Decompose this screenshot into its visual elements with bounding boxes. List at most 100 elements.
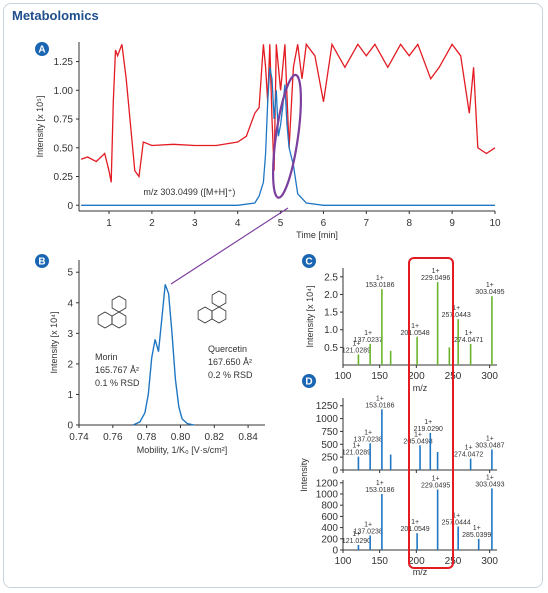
d-bottom-peak-label: 229.0495 bbox=[421, 483, 450, 490]
b-ytick-label: 0 bbox=[67, 421, 73, 432]
page-title: Metabolomics bbox=[12, 8, 99, 23]
panel-a: A 0 0.25 0.50 0.75 1.00 1.25 1 2 3 4 5 6 7 8 9 10 Time [m… bbox=[35, 42, 501, 240]
d-bottom-peak-label: 153.0186 bbox=[365, 487, 394, 494]
a-highlight-ellipse bbox=[272, 73, 302, 199]
d-top-ytick-label: 1250 bbox=[316, 401, 339, 412]
d-bottom-peak-label: 303.0493 bbox=[475, 481, 504, 488]
d-bottom-ytick-label: 800 bbox=[321, 501, 338, 512]
c-peak-charge: 1+ bbox=[465, 330, 473, 337]
d-bottom-ytick-label: 0 bbox=[332, 546, 338, 557]
b-xtick-label: 0.80 bbox=[171, 432, 191, 443]
d-top-peak-label: 303.0487 bbox=[475, 442, 504, 449]
c-peak-label: 153.0186 bbox=[365, 282, 394, 289]
d-top-peak-label: 219.0290 bbox=[414, 426, 443, 433]
a-xtick-label: 9 bbox=[449, 218, 455, 229]
quercetin-name: Quercetin bbox=[208, 344, 247, 354]
c-xtick-label: 150 bbox=[371, 371, 388, 382]
d-xlabel: m/z bbox=[413, 567, 428, 577]
a-xtick-label: 7 bbox=[364, 218, 370, 229]
d-bottom-xtick-label: 150 bbox=[371, 556, 388, 567]
b-xtick-label: 0.82 bbox=[205, 432, 225, 443]
highlight-overlay bbox=[170, 207, 454, 569]
d-bottom-peak-label: 121.0290 bbox=[342, 538, 371, 545]
c-peak-charge: 1+ bbox=[452, 305, 460, 312]
b-series-blue-line bbox=[132, 284, 195, 426]
panel-b: B 0 1 2 3 4 5 0.74 0.76 0.78 0.80 0.82 0.84 Mobility,… bbox=[35, 254, 265, 455]
d-top-ytick-label: 250 bbox=[321, 453, 338, 464]
morin-name: Morin bbox=[95, 352, 118, 362]
d-top-peak-charge: 1+ bbox=[352, 443, 360, 450]
badge-b-circle bbox=[35, 254, 49, 268]
d-top-peak-label: 121.0289 bbox=[342, 450, 371, 457]
c-xtick-label: 200 bbox=[408, 371, 425, 382]
c-xtick-label: 100 bbox=[335, 371, 352, 382]
a-xlabel: Time [min] bbox=[296, 230, 338, 240]
d-bottom-peak-label: 257.0444 bbox=[442, 519, 471, 526]
c-peak-charge: 1+ bbox=[411, 323, 419, 330]
morin-structure-ring-a bbox=[97, 311, 113, 329]
c-peak-label: 201.0548 bbox=[401, 330, 430, 337]
c-peak-label: 303.0495 bbox=[475, 289, 504, 296]
d-bottom-peak-label: 137.0238 bbox=[354, 528, 383, 535]
d-top-peak-label: 205.0498 bbox=[403, 438, 432, 445]
d-bottom-ytick-label: 200 bbox=[321, 534, 338, 545]
b-ytick-label: 5 bbox=[67, 268, 73, 279]
badge-b-letter: B bbox=[38, 257, 45, 268]
d-bottom-peak-charge: 1+ bbox=[364, 521, 372, 528]
b-ylabel: Intensity [x 10⁴] bbox=[49, 312, 59, 374]
d-top-peak-label: 137.0238 bbox=[354, 436, 383, 443]
d-bottom-peak-label: 285.0399 bbox=[462, 532, 491, 539]
c-peak-label: 229.0496 bbox=[421, 275, 450, 282]
c-peak-label: 274.0471 bbox=[454, 337, 483, 344]
d-ylabel: Intensity bbox=[299, 458, 309, 492]
b-xlabel: Mobility, 1/K₀ [V·s/cm²] bbox=[137, 445, 228, 455]
c-peak-charge: 1+ bbox=[352, 340, 360, 347]
b-ytick-label: 4 bbox=[67, 298, 73, 309]
a-xtick-label: 2 bbox=[149, 218, 155, 229]
d-top-peak-charge: 1+ bbox=[486, 435, 494, 442]
a-xtick-label: 4 bbox=[235, 218, 241, 229]
d-bottom-ytick-label: 600 bbox=[321, 512, 338, 523]
badge-a-circle bbox=[35, 42, 49, 56]
d-top-peak-charge: 1+ bbox=[465, 445, 473, 452]
d-top-peak-charge: 1+ bbox=[376, 395, 384, 402]
a-xtick-label: 3 bbox=[192, 218, 198, 229]
c-ytick-label: 1.5 bbox=[324, 308, 338, 319]
a-ytick-label: 1.25 bbox=[54, 57, 74, 68]
c-peak-charge: 1+ bbox=[376, 275, 384, 282]
d-bottom-peak-charge: 1+ bbox=[452, 512, 460, 519]
badge-a-letter: A bbox=[38, 45, 45, 56]
d-top-ytick-label: 750 bbox=[321, 427, 338, 438]
c-ylabel: Intensity [x 10⁴] bbox=[305, 286, 315, 348]
c-peak-label: 137.0237 bbox=[354, 337, 383, 344]
c-peak-charge: 1+ bbox=[432, 268, 440, 275]
quercetin-structure-ring-b bbox=[211, 290, 227, 308]
c-peak-charge: 1+ bbox=[364, 330, 372, 337]
d-top-ytick-label: 0 bbox=[332, 466, 338, 477]
d-bottom-xtick-label: 200 bbox=[408, 556, 425, 567]
a-ytick-label: 0 bbox=[67, 201, 73, 212]
a-series-blue-line bbox=[81, 67, 495, 206]
d-top-peak-charge: 1+ bbox=[424, 419, 432, 426]
morin-structure-ring-c bbox=[111, 311, 127, 329]
badge-c-circle bbox=[302, 254, 316, 268]
d-bottom-peak-label: 201.0549 bbox=[401, 526, 430, 533]
b-ytick-label: 1 bbox=[67, 390, 73, 401]
b-xtick-label: 0.74 bbox=[69, 432, 89, 443]
morin-rsd: 0.1 % RSD bbox=[95, 378, 140, 388]
quercetin-structure-ring-c bbox=[211, 306, 227, 324]
c-xtick-label: 300 bbox=[481, 371, 498, 382]
morin-ccs: 165.767 Å² bbox=[95, 365, 139, 375]
c-ytick-label: 0.5 bbox=[324, 343, 338, 354]
quercetin-rsd: 0.2 % RSD bbox=[208, 370, 253, 380]
c-peak-label: 257.0443 bbox=[442, 312, 471, 319]
d-bottom-peak-charge: 1+ bbox=[432, 476, 440, 483]
a-xtick-label: 1 bbox=[106, 218, 112, 229]
a-annotation: m/z 303.0499 ([M+H]⁺) bbox=[143, 187, 235, 197]
a-ylabel: Intensity [x 10⁵] bbox=[35, 96, 45, 158]
b-xtick-label: 0.78 bbox=[137, 432, 157, 443]
a-xtick-label: 6 bbox=[321, 218, 327, 229]
a-ytick-label: 1.00 bbox=[54, 86, 74, 97]
a-ytick-label: 0.25 bbox=[54, 172, 74, 183]
